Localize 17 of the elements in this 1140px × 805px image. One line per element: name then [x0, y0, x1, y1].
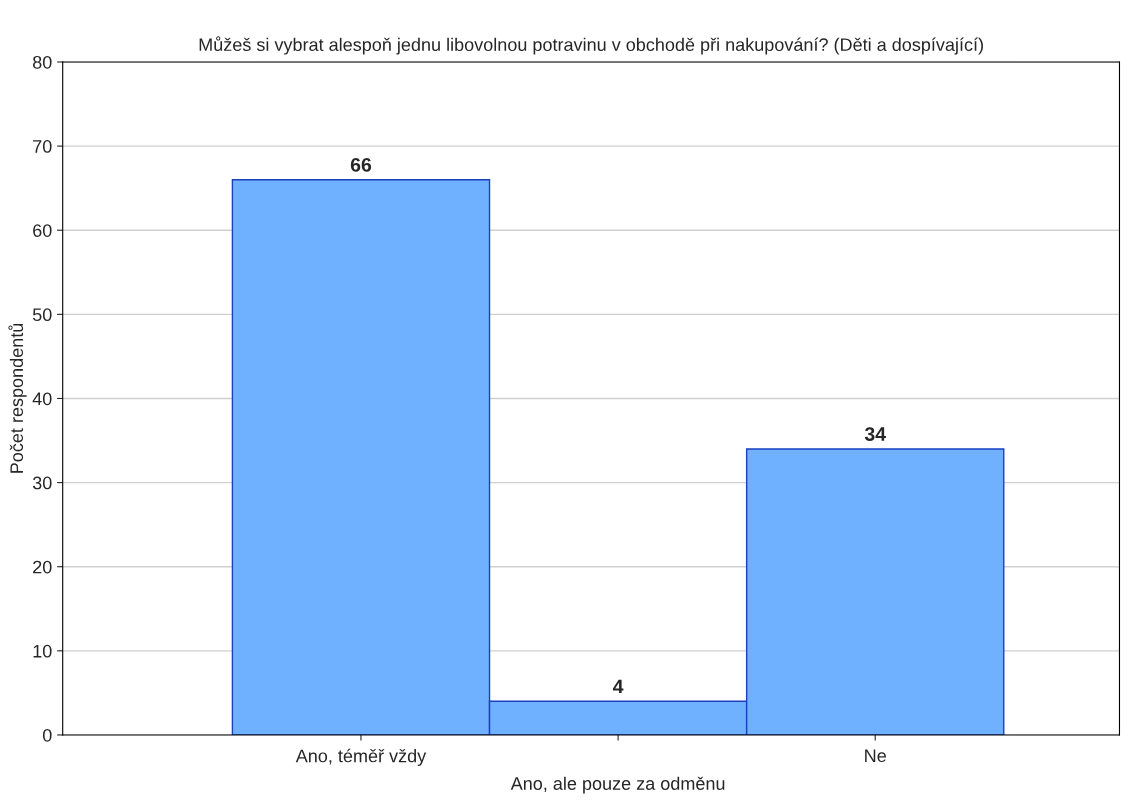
y-tick-label: 30: [32, 476, 52, 490]
y-tick-label: 10: [33, 644, 52, 658]
x-tick-label: Ano, ale pouze za odměnu: [510, 776, 725, 794]
data-label: 4: [612, 679, 624, 694]
y-tick-label: 40: [32, 392, 52, 406]
y-axis-title: Počet respondentů: [8, 323, 27, 473]
y-tick-label: 0: [42, 728, 52, 742]
y-tick-label: 80: [32, 55, 52, 69]
data-label: 34: [864, 427, 886, 441]
chart-title: Můžeš si vybrat alespoň jednu libovolnou potravinu v obchodě při nakupování? (Děti a dospívající): [199, 36, 983, 55]
y-tick-label: 50: [32, 308, 52, 322]
data-label: 66: [350, 157, 372, 172]
y-tick-label: 20: [33, 560, 52, 574]
y-tick-label: 70: [33, 140, 52, 153]
y-tick-label: 60: [33, 224, 52, 237]
x-tick-label: Ne: [865, 749, 886, 763]
x-tick-label: Ano, téměř vždy: [295, 748, 427, 766]
